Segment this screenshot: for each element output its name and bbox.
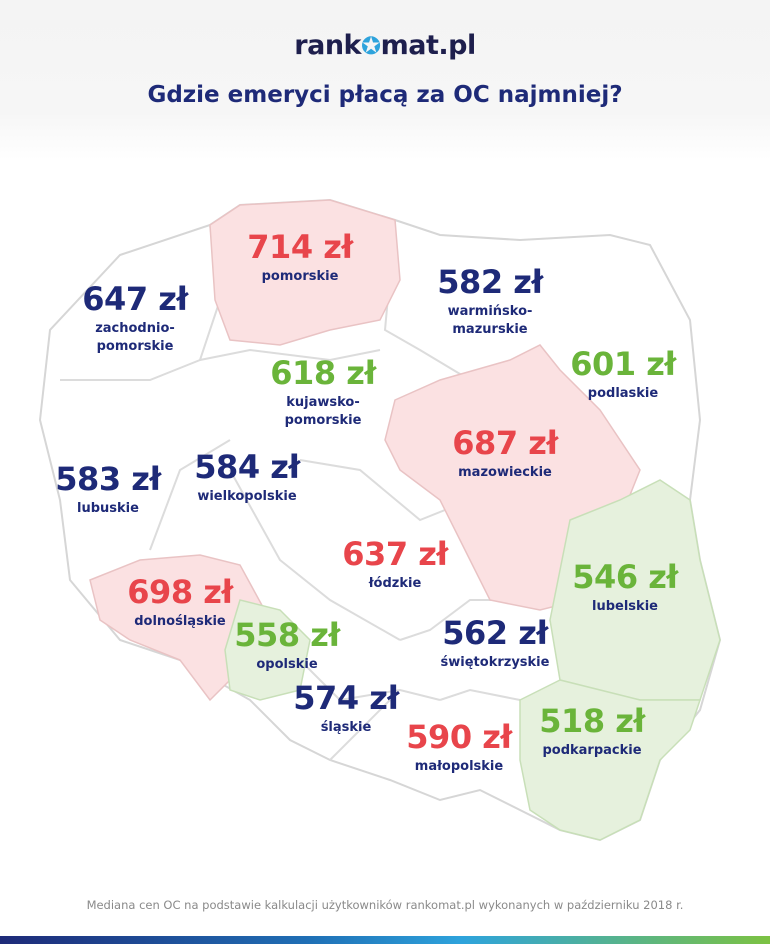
region-label-lubuskie: 583 zł lubuskie bbox=[55, 460, 161, 518]
page-title: Gdzie emeryci płacą za OC najmniej? bbox=[147, 82, 623, 108]
region-label-wielkopolskie: 584 zł wielkopolskie bbox=[194, 448, 300, 506]
price-opolskie: 558 zł bbox=[234, 616, 340, 654]
name-kujawsko-pomorskie: kujawsko- pomorskie bbox=[284, 395, 362, 428]
name-podlaskie: podlaskie bbox=[587, 386, 659, 401]
region-podkarpackie bbox=[519, 679, 702, 841]
region-label-opolskie: 558 zł opolskie bbox=[234, 616, 340, 674]
price-kujawsko-pomorskie: 618 zł bbox=[270, 354, 376, 392]
region-label-swietokrzyskie: 562 zł świętokrzyskie bbox=[441, 614, 550, 672]
price-zachodniopomorskie: 647 zł bbox=[82, 280, 188, 318]
region-label-mazowieckie: 687 zł mazowieckie bbox=[452, 424, 558, 482]
star-icon: ✪ bbox=[361, 32, 381, 60]
name-pomorskie: pomorskie bbox=[261, 269, 339, 284]
name-wielkopolskie: wielkopolskie bbox=[197, 489, 297, 504]
name-opolskie: opolskie bbox=[256, 657, 318, 672]
region-label-pomorskie: 714 zł pomorskie bbox=[247, 228, 353, 286]
price-malopolskie: 590 zł bbox=[406, 718, 512, 756]
price-dolnoslaskie: 698 zł bbox=[127, 573, 233, 611]
name-malopolskie: małopolskie bbox=[414, 759, 504, 774]
name-lubelskie: lubelskie bbox=[592, 599, 658, 614]
price-slaskie: 574 zł bbox=[293, 679, 399, 717]
rankomat-logo[interactable]: rank✪mat.pl bbox=[294, 30, 476, 61]
name-mazowieckie: mazowieckie bbox=[458, 465, 552, 480]
bottom-gradient-bar bbox=[0, 936, 770, 944]
region-label-lubelskie: 546 zł lubelskie bbox=[572, 558, 678, 616]
name-dolnoslaskie: dolnośląskie bbox=[134, 614, 226, 629]
region-opolskie bbox=[224, 599, 311, 701]
region-label-kujawsko-pomorskie: 618 zł kujawsko- pomorskie bbox=[270, 354, 376, 430]
region-pomorskie bbox=[209, 199, 401, 346]
price-lodzkie: 637 zł bbox=[342, 535, 448, 573]
header-background bbox=[0, 0, 770, 160]
name-warminsko-mazurskie: warmińsko- mazurskie bbox=[447, 304, 533, 337]
name-podkarpackie: podkarpackie bbox=[542, 743, 642, 758]
price-wielkopolskie: 584 zł bbox=[194, 448, 300, 486]
price-podlaskie: 601 zł bbox=[570, 345, 676, 383]
price-mazowieckie: 687 zł bbox=[452, 424, 558, 462]
name-zachodniopomorskie: zachodnio- pomorskie bbox=[95, 321, 175, 354]
price-podkarpackie: 518 zł bbox=[539, 702, 645, 740]
price-swietokrzyskie: 562 zł bbox=[442, 614, 548, 652]
price-warminsko-mazurskie: 582 zł bbox=[437, 263, 543, 301]
region-label-slaskie: 574 zł śląskie bbox=[293, 679, 399, 737]
footer-note: Mediana cen OC na podstawie kalkulacji u… bbox=[86, 898, 684, 912]
name-lubuskie: lubuskie bbox=[77, 501, 139, 516]
price-lubelskie: 546 zł bbox=[572, 558, 678, 596]
name-swietokrzyskie: świętokrzyskie bbox=[440, 655, 550, 670]
price-lubuskie: 583 zł bbox=[55, 460, 161, 498]
region-label-podlaskie: 601 zł podlaskie bbox=[570, 345, 676, 403]
name-lodzkie: łódzkie bbox=[368, 576, 422, 591]
region-label-podkarpackie: 518 zł podkarpackie bbox=[539, 702, 645, 760]
region-label-malopolskie: 590 zł małopolskie bbox=[406, 718, 512, 776]
region-lubelskie bbox=[549, 479, 721, 701]
region-label-dolnoslaskie: 698 zł dolnośląskie bbox=[127, 573, 233, 631]
price-pomorskie: 714 zł bbox=[247, 228, 353, 266]
region-label-warminsko-mazurskie: 582 zł warmińsko- mazurskie bbox=[437, 263, 543, 339]
region-label-zachodniopomorskie: 647 zł zachodnio- pomorskie bbox=[82, 280, 188, 356]
name-slaskie: śląskie bbox=[320, 720, 372, 735]
region-label-lodzkie: 637 zł łódzkie bbox=[342, 535, 448, 593]
